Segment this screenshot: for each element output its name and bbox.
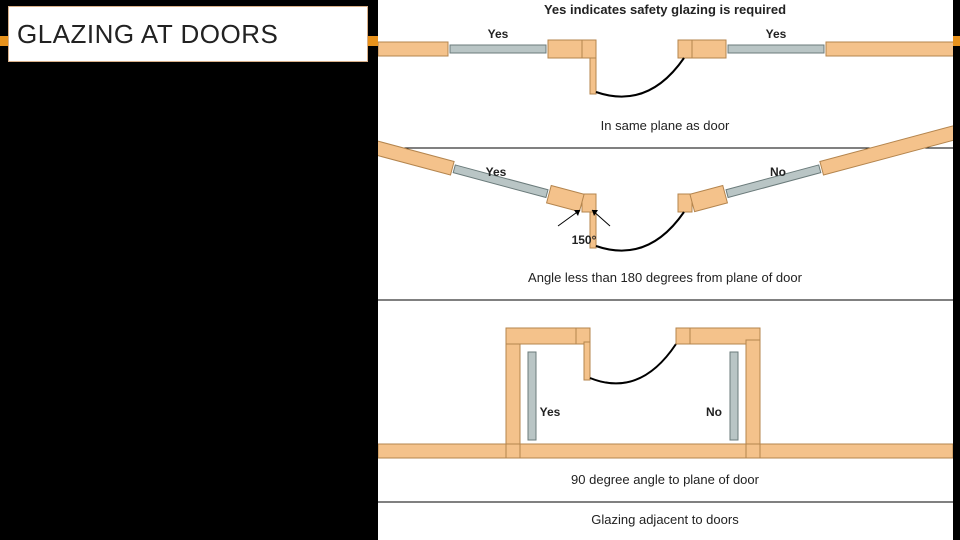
- row1-caption: In same plane as door: [601, 118, 730, 133]
- row2-right-label: No: [770, 165, 786, 179]
- row3-caption: 90 degree angle to plane of door: [571, 472, 760, 487]
- row-2-angled: 150° Yes No Angle less than 180 degrees …: [378, 121, 953, 285]
- slide-title: GLAZING AT DOORS: [17, 19, 278, 50]
- row-3-perpendicular: Yes No 90 degree angle to plane of door: [378, 328, 953, 487]
- row2-left-label: Yes: [486, 165, 507, 179]
- row1-right-label: Yes: [766, 27, 787, 41]
- footer-caption: Glazing adjacent to doors: [591, 512, 739, 527]
- row3-left-label: Yes: [540, 405, 561, 419]
- slide-title-box: GLAZING AT DOORS: [8, 6, 368, 62]
- row1-left-label: Yes: [488, 27, 509, 41]
- row3-right-label: No: [706, 405, 722, 419]
- header-note: Yes indicates safety glazing is required: [544, 2, 786, 17]
- row-1-same-plane: Yes Yes In same plane as door: [378, 27, 953, 133]
- figure-panel: Yes indicates safety glazing is required…: [378, 0, 953, 540]
- glazing-diagram: Yes indicates safety glazing is required…: [378, 0, 953, 540]
- row2-caption: Angle less than 180 degrees from plane o…: [528, 270, 803, 285]
- row2-angle-label: 150°: [572, 233, 597, 247]
